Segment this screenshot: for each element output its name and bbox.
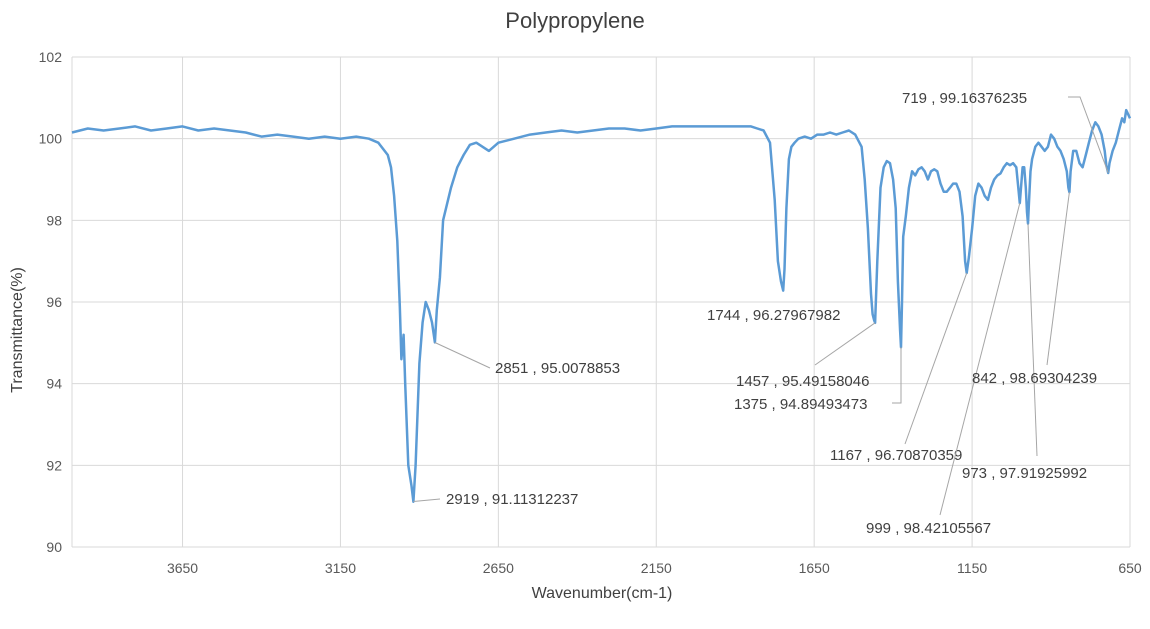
annotation-leader-line [1027, 223, 1038, 457]
annotation-label: 1375 , 94.89493473 [734, 396, 867, 413]
y-tick-label: 96 [46, 294, 62, 310]
x-tick-label: 3150 [325, 560, 356, 576]
annotation-leader-line [1046, 191, 1070, 366]
x-tick-label: 650 [1118, 560, 1142, 576]
annotation-leader-line [904, 272, 968, 445]
gridlines [71, 56, 1131, 548]
y-tick-label: 94 [46, 376, 62, 392]
y-tick-label: 92 [46, 457, 62, 473]
x-tick-label: 1650 [799, 560, 830, 576]
annotation-leader-line [814, 322, 876, 366]
annotation-leader-line [939, 202, 1021, 516]
y-tick-label: 102 [39, 49, 63, 65]
y-axis-title: Transmittance(%) [9, 267, 26, 393]
annotation-leader-line [892, 347, 902, 404]
x-tick-label: 2650 [483, 560, 514, 576]
y-tick-label: 100 [39, 131, 63, 147]
annotation-label: 1167 , 96.70870359 [830, 447, 962, 464]
annotation-label: 2919 , 91.11312237 [446, 491, 578, 508]
y-tick-label: 98 [46, 212, 62, 228]
spectrum-line [71, 108, 1132, 503]
annotations: 2919 , 91.11312237 2851 , 95.0078853 1744 … [413, 90, 1109, 537]
annotation-label: 842 , 98.69304239 [972, 370, 1097, 387]
x-axis-title: Wavenumber(cm-1) [532, 585, 673, 602]
x-tick-label: 2150 [641, 560, 672, 576]
annotation-label: 2851 , 95.0078853 [495, 360, 620, 377]
annotation-leader-line [434, 342, 491, 369]
annotation-label: 999 , 98.42105567 [866, 520, 991, 537]
annotation-leader-line [1068, 96, 1109, 173]
x-tick-label: 3650 [167, 560, 198, 576]
annotation-label: 1744 , 96.27967982 [707, 307, 840, 324]
annotation-label: 973 , 97.91925992 [962, 465, 1087, 482]
annotation-label: 719 , 99.16376235 [902, 90, 1027, 107]
tick-labels: 90 92 94 96 98 100 102 3650 3150 2650 2150 1650 1150… [39, 49, 1142, 576]
y-tick-label: 90 [46, 539, 62, 555]
x-tick-label: 1150 [957, 560, 987, 576]
series-layer [71, 108, 1132, 503]
annotation-label: 1457 , 95.49158046 [736, 373, 869, 390]
annotation-leader-line [413, 498, 441, 502]
chart-title: Polypropylene [505, 8, 644, 33]
